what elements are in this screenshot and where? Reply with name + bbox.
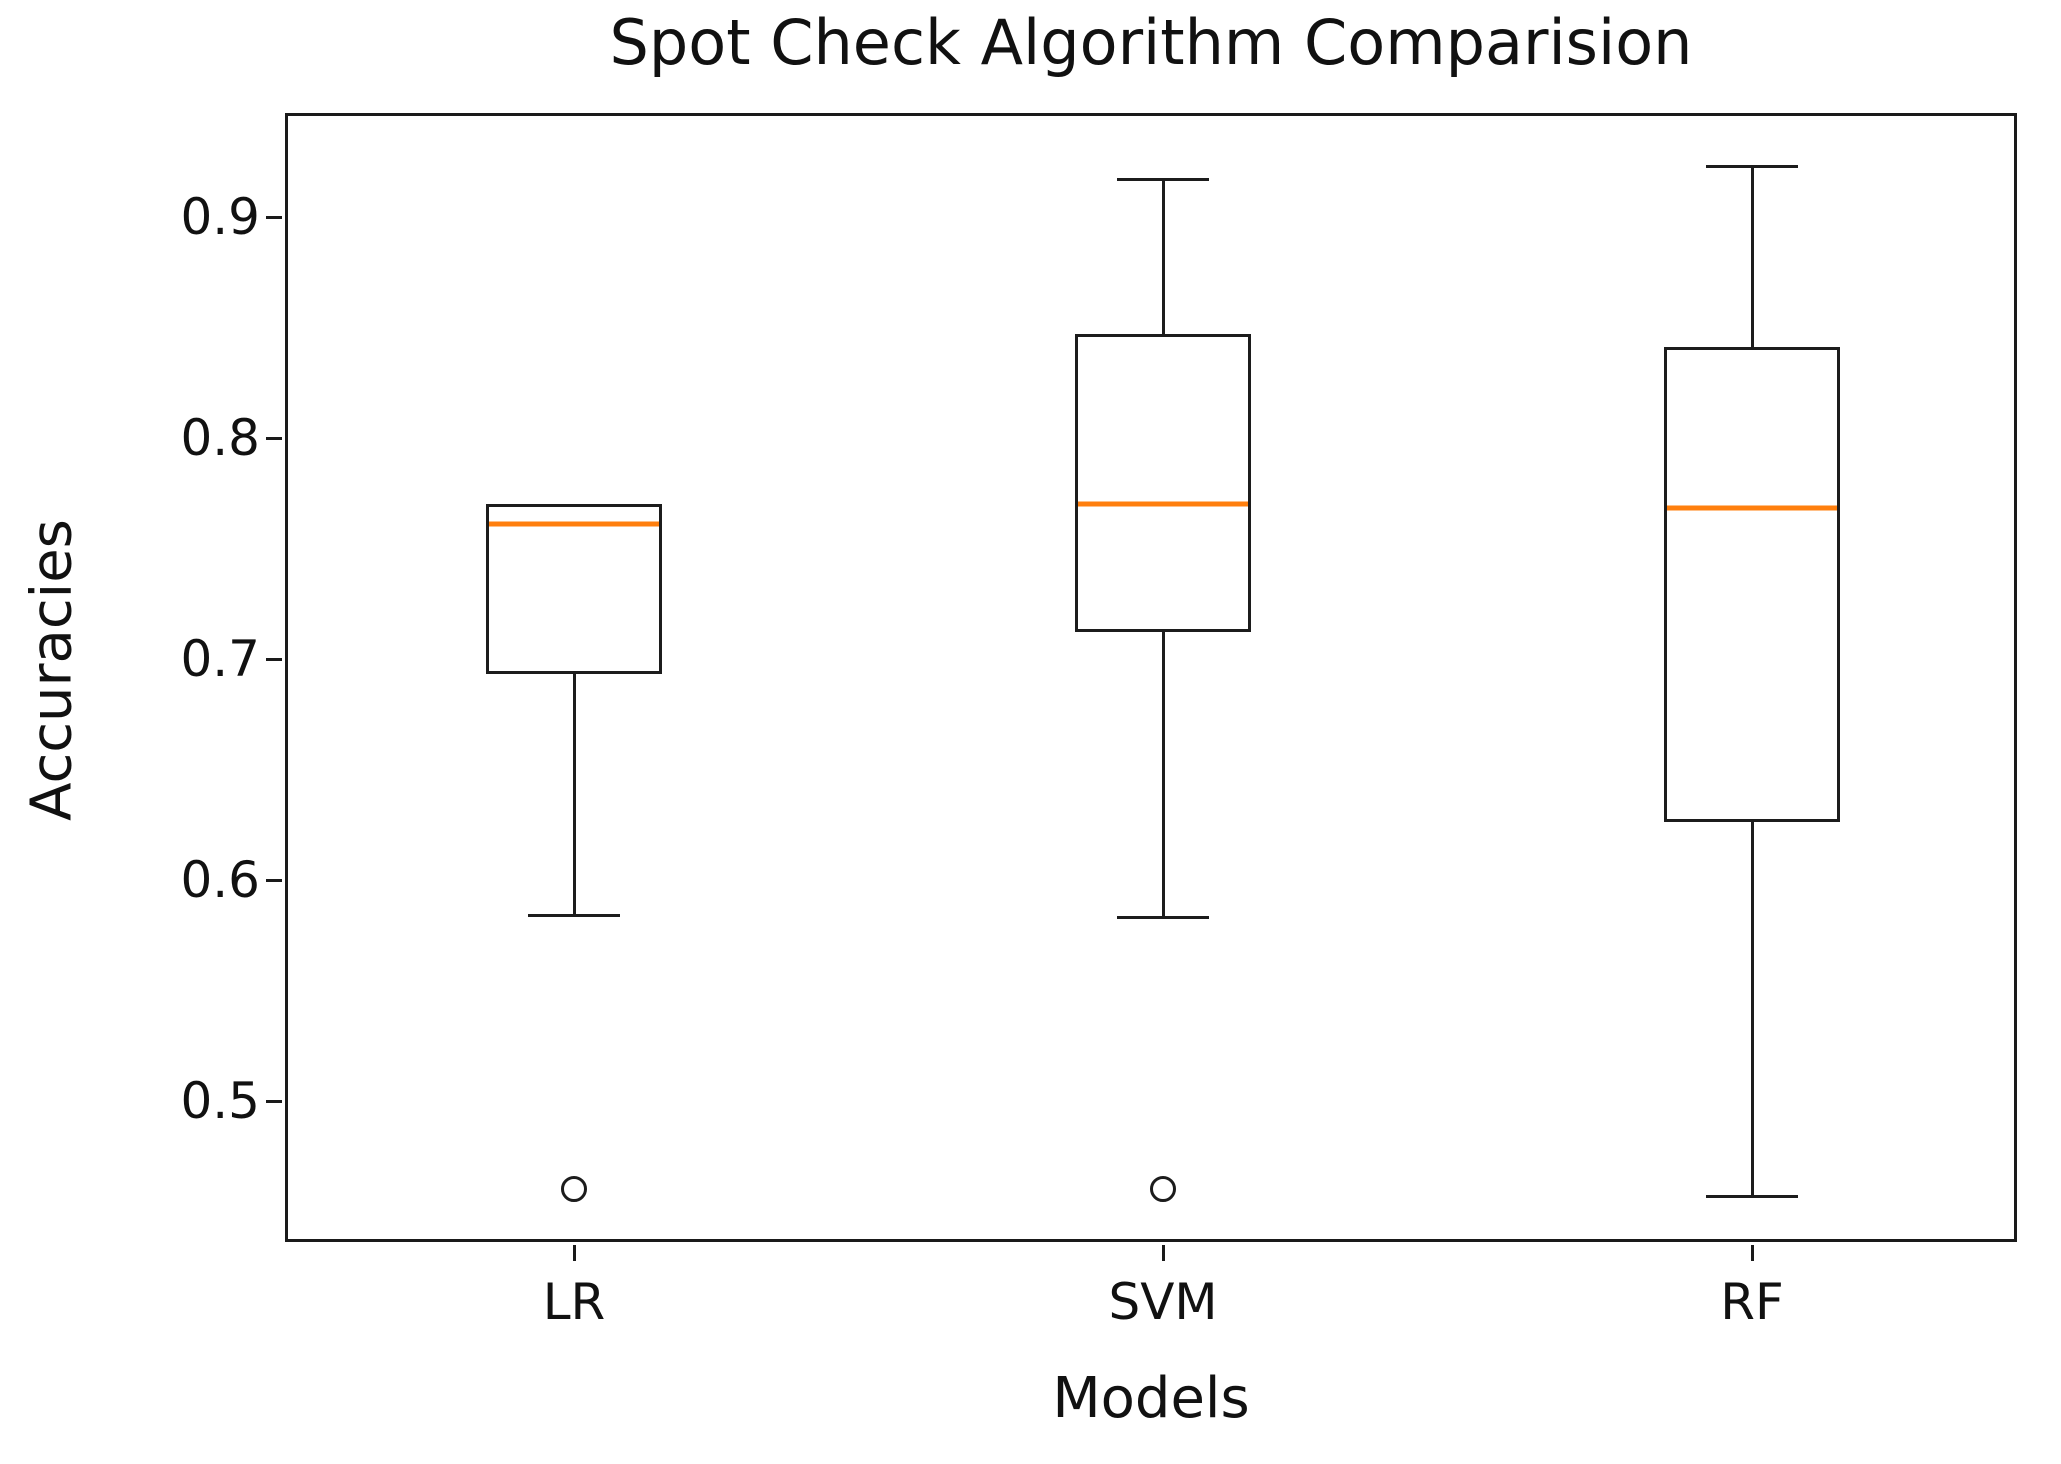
box-RF xyxy=(1664,347,1840,822)
x-tick-label-RF: RF xyxy=(1720,1273,1784,1331)
whisker-low-SVM xyxy=(1162,632,1165,917)
whisker-cap-high-SVM xyxy=(1117,178,1209,181)
y-tick-label-0.5: 0.5 xyxy=(180,1072,260,1130)
x-axis-label: Models xyxy=(1052,1366,1250,1431)
median-line-RF xyxy=(1667,505,1837,511)
x-tick-label-LR: LR xyxy=(542,1273,606,1331)
y-tick-label-0.9: 0.9 xyxy=(180,188,260,246)
whisker-cap-low-RF xyxy=(1706,1195,1798,1198)
y-tick-mark xyxy=(266,879,282,882)
whisker-cap-high-RF xyxy=(1706,165,1798,168)
y-tick-mark xyxy=(266,437,282,440)
box-SVM xyxy=(1075,334,1251,632)
x-tick-mark xyxy=(1162,1245,1165,1261)
y-axis-label: Accuracies xyxy=(19,519,85,821)
whisker-high-RF xyxy=(1751,166,1754,347)
whisker-high-SVM xyxy=(1162,179,1165,334)
y-tick-mark xyxy=(266,1100,282,1103)
whisker-low-LR xyxy=(573,674,576,915)
whisker-cap-low-SVM xyxy=(1117,916,1209,919)
chart-title: Spot Check Algorithm Comparision xyxy=(609,6,1693,79)
outlier-SVM-0 xyxy=(1150,1176,1176,1202)
y-tick-mark xyxy=(266,216,282,219)
y-tick-label-0.8: 0.8 xyxy=(180,409,260,467)
median-line-LR xyxy=(489,521,659,527)
axes-spines xyxy=(285,113,2017,1242)
whisker-cap-low-LR xyxy=(528,914,620,917)
plot-area: 0.9 0.8 0.7 0.6 0.5 LR SVM RF xyxy=(180,113,2017,1331)
outlier-LR-0 xyxy=(561,1176,587,1202)
median-line-SVM xyxy=(1078,501,1248,507)
y-tick-label-0.7: 0.7 xyxy=(180,630,260,688)
box-LR xyxy=(486,504,662,674)
x-tick-mark xyxy=(1751,1245,1754,1261)
whisker-low-RF xyxy=(1751,822,1754,1196)
x-tick-label-SVM: SVM xyxy=(1108,1273,1218,1331)
x-tick-mark xyxy=(573,1245,576,1261)
y-tick-mark xyxy=(266,658,282,661)
y-tick-label-0.6: 0.6 xyxy=(180,851,260,909)
